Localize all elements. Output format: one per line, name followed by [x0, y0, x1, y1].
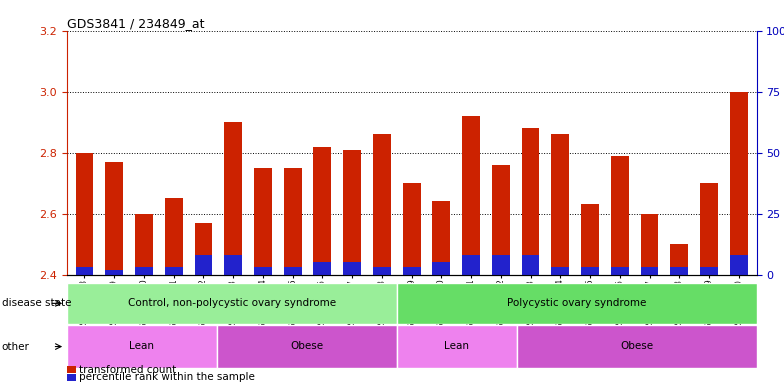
Bar: [521, 255, 539, 275]
Bar: [75, 153, 93, 275]
Bar: [314, 262, 332, 275]
Text: other: other: [2, 341, 30, 352]
Bar: [611, 156, 629, 275]
Text: transformed count: transformed count: [79, 365, 176, 375]
Text: GDS3841 / 234849_at: GDS3841 / 234849_at: [67, 17, 204, 30]
Bar: [165, 267, 183, 275]
Bar: [105, 270, 123, 275]
Bar: [67, 366, 76, 373]
Bar: [551, 134, 569, 275]
Bar: [216, 325, 397, 368]
Bar: [403, 267, 420, 275]
Text: Lean: Lean: [444, 341, 469, 351]
Bar: [730, 92, 748, 275]
Bar: [284, 267, 302, 275]
Bar: [397, 283, 757, 324]
Bar: [254, 267, 272, 275]
Bar: [224, 122, 242, 275]
Bar: [105, 162, 123, 275]
Bar: [194, 255, 212, 275]
Bar: [373, 267, 390, 275]
Bar: [492, 255, 510, 275]
Bar: [135, 267, 153, 275]
Bar: [194, 223, 212, 275]
Bar: [314, 147, 332, 275]
Bar: [67, 283, 397, 324]
Bar: [641, 267, 659, 275]
Bar: [641, 214, 659, 275]
Bar: [670, 244, 688, 275]
Bar: [462, 116, 480, 275]
Bar: [581, 267, 599, 275]
Bar: [700, 183, 718, 275]
Text: Lean: Lean: [129, 341, 154, 351]
Bar: [581, 204, 599, 275]
Bar: [670, 267, 688, 275]
Text: disease state: disease state: [2, 298, 71, 308]
Bar: [433, 262, 450, 275]
Bar: [521, 128, 539, 275]
Text: Obese: Obese: [290, 341, 323, 351]
Bar: [373, 134, 390, 275]
Bar: [343, 150, 361, 275]
Bar: [284, 168, 302, 275]
Bar: [403, 183, 420, 275]
Text: Polycystic ovary syndrome: Polycystic ovary syndrome: [507, 298, 646, 308]
Text: Obese: Obese: [620, 341, 653, 351]
Bar: [551, 267, 569, 275]
Bar: [730, 255, 748, 275]
Bar: [343, 262, 361, 275]
Bar: [67, 325, 216, 368]
Bar: [75, 267, 93, 275]
Bar: [700, 267, 718, 275]
Text: percentile rank within the sample: percentile rank within the sample: [79, 372, 255, 382]
Bar: [397, 325, 517, 368]
Bar: [433, 202, 450, 275]
Bar: [517, 325, 757, 368]
Bar: [492, 165, 510, 275]
Bar: [224, 255, 242, 275]
Bar: [165, 199, 183, 275]
Text: Control, non-polycystic ovary syndrome: Control, non-polycystic ovary syndrome: [128, 298, 336, 308]
Bar: [254, 168, 272, 275]
Bar: [462, 255, 480, 275]
Bar: [67, 374, 76, 381]
Bar: [135, 214, 153, 275]
Bar: [611, 267, 629, 275]
